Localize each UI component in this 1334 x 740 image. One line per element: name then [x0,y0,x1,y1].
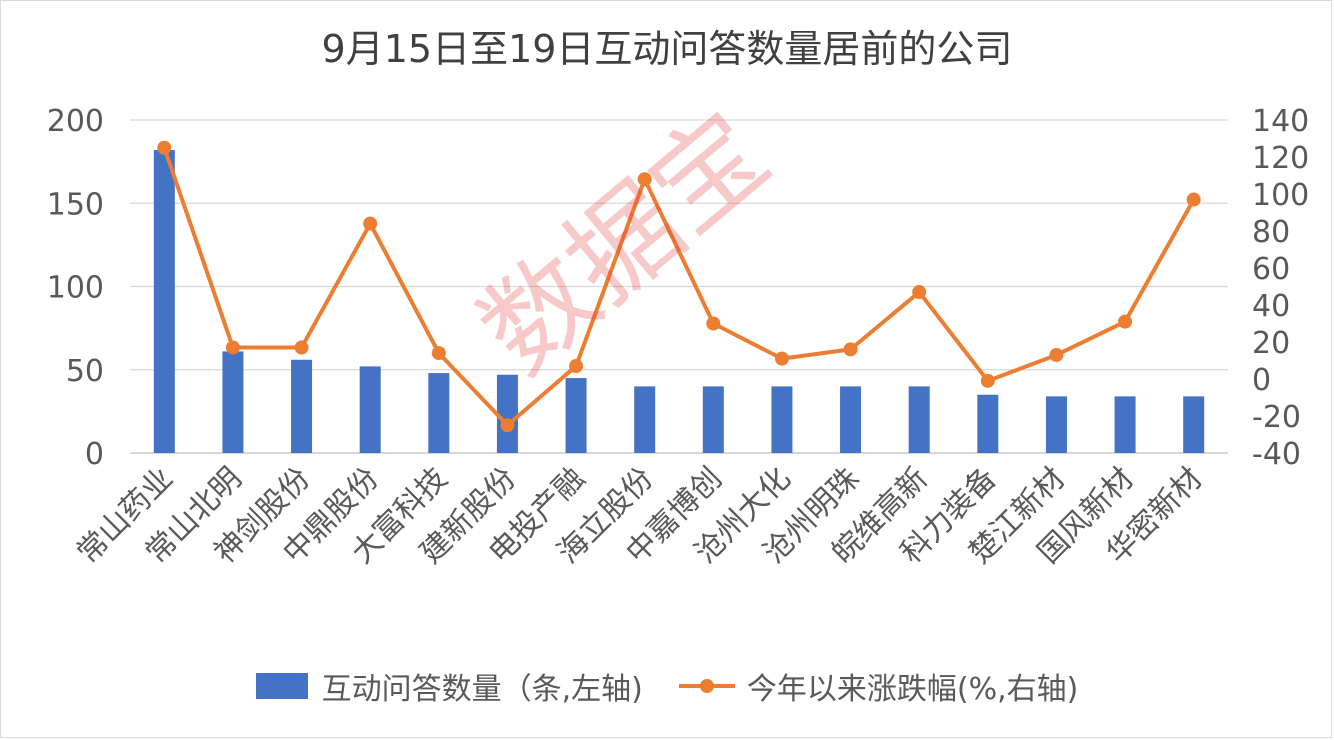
left-axis-tick-label: 100 [47,271,104,306]
legend: 互动问答数量（条,左轴) 今年以来涨跌幅(%,右轴) [0,662,1334,710]
bar [428,373,450,453]
line-point [363,216,378,231]
line-point [912,285,927,300]
bar [222,351,244,453]
left-axis-tick-label: 0 [85,437,104,472]
right-axis-tick-label: 20 [1252,326,1290,361]
bar [977,394,999,453]
line-point [774,351,789,366]
line-point [1118,314,1133,329]
right-axis-tick-label: 0 [1252,363,1271,398]
line-point [980,373,995,388]
legend-label-line: 今年以来涨跌幅(%,右轴) [746,672,1079,707]
right-axis-tick-label: 100 [1252,178,1309,213]
line-point [569,359,584,374]
left-axis-tick-label: 150 [47,187,104,222]
bar [565,378,587,453]
line-point [500,418,515,433]
right-axis-tick-label: 40 [1252,289,1290,324]
line-point [225,340,240,355]
bar [771,386,793,453]
left-axis-tick-label: 50 [66,354,104,389]
left-axis-tick-label: 200 [47,104,104,139]
bar [908,386,930,453]
line-point [157,140,172,155]
right-axis-tick-label: 120 [1252,141,1309,176]
legend-item-line: 今年以来涨跌幅(%,右轴) [678,664,1079,708]
bar [840,386,862,453]
right-axis-tick-label: -40 [1252,437,1301,472]
line-point [637,172,652,187]
bar [1183,396,1205,453]
chart-title: 9月15日至19日互动问答数量居前的公司 [321,27,1013,71]
line-point [294,340,309,355]
line-point [1186,192,1201,207]
bar [1045,396,1067,453]
legend-line-swatch [678,673,735,699]
line-point [431,346,446,361]
legend-label-bars: 互动问答数量（条,左轴) [321,672,643,707]
bar [153,149,175,453]
bar [702,386,724,453]
right-axis-tick-label: 60 [1252,252,1290,287]
bar [634,386,656,453]
bar [496,374,518,453]
line-series [162,147,1196,428]
bar [291,359,313,453]
bar [359,366,381,453]
right-axis-tick-label: 140 [1252,104,1309,139]
right-axis-tick-label: -20 [1252,400,1301,435]
line-point [843,342,858,357]
right-axis-tick-label: 80 [1252,215,1290,250]
legend-item-bars: 互动问答数量（条,左轴) [255,664,643,708]
line-point [1049,347,1064,362]
bar [1114,396,1136,453]
line-point [706,316,721,331]
legend-bar-swatch [255,673,308,699]
